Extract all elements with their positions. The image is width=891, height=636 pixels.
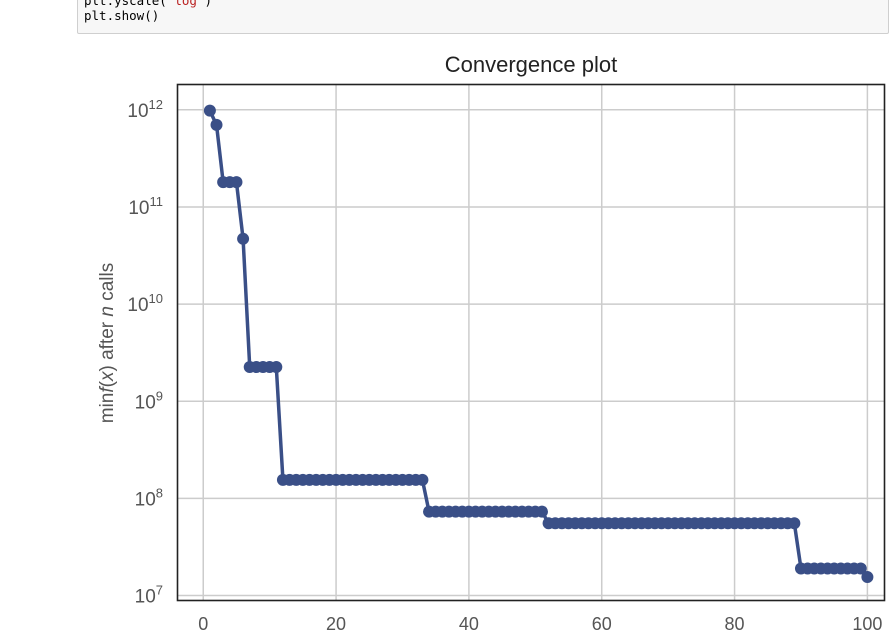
y-tick-label: 107	[135, 583, 163, 608]
x-tick-label: 60	[592, 614, 612, 634]
chart-title: Convergence plot	[445, 52, 617, 77]
plot-frame	[176, 83, 886, 602]
data-point	[230, 176, 243, 189]
code-line-1: plt.yscale('log')	[84, 0, 212, 8]
data-point	[861, 571, 874, 584]
y-axis-label-text: minf(x) after n calls	[97, 263, 118, 424]
x-tick-label: 80	[725, 614, 745, 634]
code-line-2: plt.show()	[84, 8, 160, 23]
data-point	[854, 562, 867, 575]
data-point	[203, 104, 216, 117]
code-cell[interactable]: plt.yscale('log') plt.show()	[77, 0, 889, 34]
y-axis-label: minf(x) after n calls	[97, 263, 118, 424]
x-tick-label: 0	[198, 614, 208, 634]
y-tick-label: 1012	[127, 97, 163, 122]
y-tick-labels: 107 108 109 1010 1011 1012	[127, 97, 163, 608]
y-tick-label: 1010	[127, 291, 163, 316]
x-tick-label: 40	[459, 614, 479, 634]
y-tick-label: 108	[135, 485, 163, 510]
grid	[178, 85, 884, 600]
x-tick-labels: 0 20 40 60 80 100	[198, 614, 882, 634]
x-tick-label: 20	[326, 614, 346, 634]
data-point	[535, 505, 548, 518]
data-point	[788, 517, 801, 530]
data-point	[210, 118, 223, 131]
y-tick-label: 1011	[128, 194, 163, 219]
y-tick-label: 109	[135, 388, 163, 413]
data-point	[416, 473, 429, 486]
series-points	[203, 104, 874, 584]
x-tick-label: 100	[852, 614, 882, 634]
data-point	[237, 232, 250, 245]
data-point	[270, 361, 283, 374]
